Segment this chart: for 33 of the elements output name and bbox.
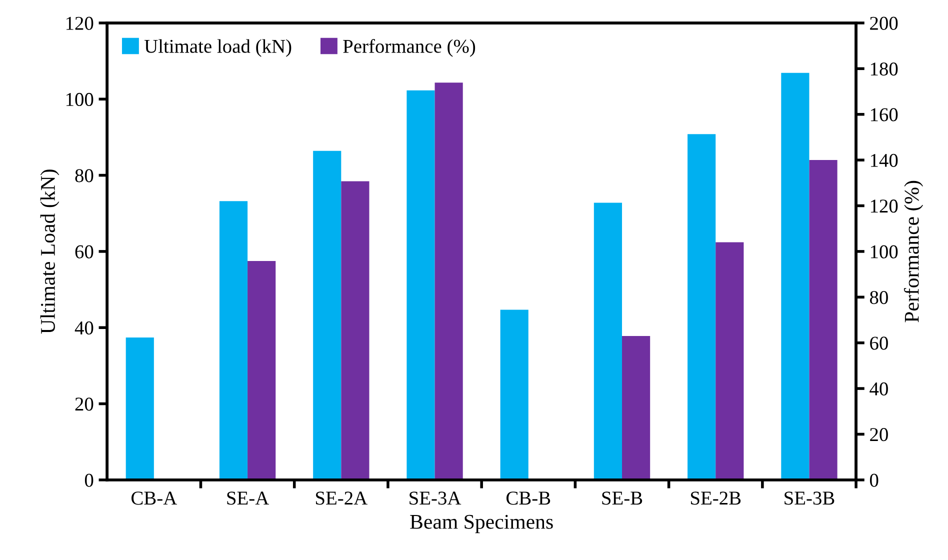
y2-tick-label: 60 <box>870 336 888 350</box>
bar <box>126 338 154 480</box>
y-tick-label: 20 <box>75 398 94 411</box>
y2-tick-label: 0 <box>870 474 878 487</box>
x-tick-label: SE-3A <box>410 492 462 505</box>
legend-label: Ultimate load (kN) <box>144 39 292 57</box>
y2-tick-label: 140 <box>870 154 898 167</box>
y2-tick-label: 100 <box>870 245 898 258</box>
bar <box>500 310 528 480</box>
x-tick-label: SE-A <box>227 492 270 505</box>
y2-tick-label: 200 <box>870 16 898 30</box>
y2-tick-label: 120 <box>870 200 898 213</box>
y2-axis-title: Performance (%) <box>904 180 924 322</box>
x-tick-label: SE-3B <box>784 492 834 505</box>
y2-tick-label: 80 <box>870 290 888 304</box>
x-axis-title: Beam Specimens <box>410 514 553 534</box>
x-tick-label: CB-A <box>132 492 178 505</box>
y-tick-label: 80 <box>75 169 94 182</box>
y2-tick-label: 180 <box>870 62 898 76</box>
y-tick-label: 40 <box>74 321 94 335</box>
y-tick-label: 0 <box>84 474 94 487</box>
x-tick-label: SE-2A <box>316 492 368 505</box>
y2-tick-label: 160 <box>870 108 898 122</box>
x-tick-label: SE-B <box>602 492 642 505</box>
y-tick-label: 120 <box>66 16 94 30</box>
legend-label: Performance (%) <box>343 39 476 57</box>
y2-tick-label: 20 <box>870 428 888 442</box>
y2-tick-label: 40 <box>870 382 888 396</box>
y-tick-label: 100 <box>66 92 94 106</box>
y-tick-label: 60 <box>75 245 94 258</box>
y-axis-title: Ultimate Load (kN) <box>40 170 60 334</box>
x-tick-label: CB-B <box>506 492 550 505</box>
x-tick-label: SE-2B <box>690 492 741 505</box>
